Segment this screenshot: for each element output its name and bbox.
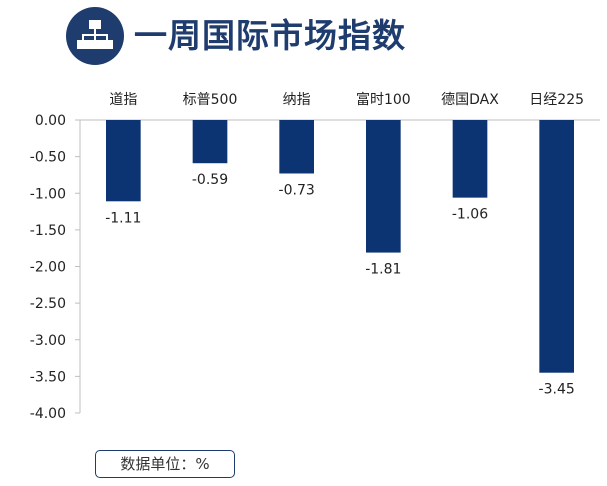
y-tick-label: -3.50 — [30, 369, 66, 385]
org-chart-icon — [66, 7, 124, 65]
bar — [366, 120, 401, 253]
data-label: -3.45 — [539, 382, 575, 398]
category-label: 德国DAX — [441, 92, 499, 108]
bar — [106, 120, 141, 202]
category-label: 道指 — [109, 92, 137, 108]
y-tick-label: -3.00 — [30, 333, 66, 349]
category-label: 标普500 — [183, 92, 238, 108]
y-tick-label: 0.00 — [35, 113, 66, 129]
data-label: -0.73 — [279, 182, 315, 198]
y-tick-label: -4.00 — [30, 406, 66, 422]
category-label: 纳指 — [283, 92, 311, 108]
y-tick-label: -1.00 — [30, 186, 66, 202]
data-label: -1.06 — [452, 207, 488, 223]
y-tick-label: -2.50 — [30, 296, 66, 312]
category-label: 日经225 — [529, 92, 584, 108]
page-title: 一周国际市场指数 — [134, 16, 406, 55]
y-tick-label: -2.00 — [30, 260, 66, 276]
category-label: 富时100 — [356, 91, 411, 108]
y-tick-label: -1.50 — [30, 223, 66, 239]
bar — [539, 120, 574, 373]
unit-note: 数据单位：% — [95, 450, 235, 478]
data-label: -1.11 — [105, 210, 141, 226]
y-tick-label: -0.50 — [30, 150, 66, 166]
bar — [192, 120, 228, 164]
data-label: -1.81 — [365, 262, 401, 278]
bar — [279, 120, 314, 174]
data-label: -0.59 — [192, 172, 228, 188]
bar — [452, 120, 488, 198]
